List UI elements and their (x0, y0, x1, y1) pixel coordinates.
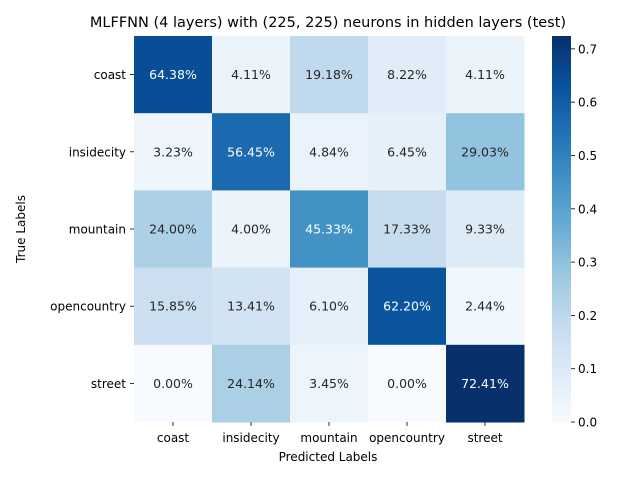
y-axis-label: True Labels (14, 195, 28, 264)
cell-value-label: 62.20% (383, 299, 431, 314)
cell-value-label: 24.00% (149, 222, 197, 237)
cell-value-label: 29.03% (461, 144, 509, 159)
heatmap-cell (446, 344, 525, 423)
heatmap-cell (212, 267, 291, 346)
heatmap-cell (446, 113, 525, 191)
x-tick-label: insidecity (222, 431, 279, 445)
colorbar-tick-label: 0.1 (578, 362, 597, 376)
cell-value-label: 4.84% (309, 144, 349, 159)
heatmap-cell (212, 190, 291, 269)
heatmap-cell (368, 344, 447, 423)
cell-value-label: 64.38% (149, 67, 197, 82)
colorbar (552, 36, 571, 422)
chart-title: MLFFNN (4 layers) with (225, 225) neuron… (90, 15, 566, 31)
cell-value-label: 3.23% (153, 144, 193, 159)
heatmap-cell (134, 267, 213, 346)
x-tick-label: street (467, 431, 502, 445)
x-axis-label: Predicted Labels (279, 450, 378, 464)
heatmap-cell (446, 190, 525, 269)
cell-value-label: 72.41% (461, 376, 509, 391)
cell-value-label: 0.00% (153, 376, 193, 391)
heatmap-cell (212, 344, 291, 423)
cell-value-label: 24.14% (227, 376, 275, 391)
cell-value-label: 4.11% (231, 67, 271, 82)
cell-value-label: 4.00% (231, 222, 271, 237)
heatmap-cell (368, 36, 447, 114)
cell-value-label: 19.18% (305, 67, 353, 82)
colorbar-tick-label: 0.4 (578, 202, 597, 216)
colorbar-tick-label: 0.5 (578, 149, 597, 163)
cell-value-label: 9.33% (465, 222, 505, 237)
heatmap-cell (134, 344, 213, 423)
y-tick-label: street (91, 377, 126, 391)
heatmap-cell (368, 113, 447, 191)
heatmap-cells: 64.38% 4.11% 19.18% 8.22% 4.11% 3.23% 56.45% 4.… (134, 36, 525, 423)
x-tick-label: opencountry (369, 431, 445, 445)
heatmap-cell (290, 36, 369, 114)
y-tick-label: opencountry (50, 300, 126, 314)
cell-value-label: 45.33% (305, 222, 353, 237)
colorbar-tick-label: 0.2 (578, 309, 597, 323)
heatmap-cell (134, 113, 213, 191)
cell-value-label: 6.45% (387, 144, 427, 159)
colorbar-tick-label: 0.3 (578, 256, 597, 270)
heatmap-cell (212, 36, 291, 114)
colorbar-tick-label: 0.0 (578, 416, 597, 430)
y-tick-label: coast (94, 68, 127, 82)
heatmap-cell (446, 36, 525, 114)
heatmap-cell (368, 190, 447, 269)
colorbar-tick-label: 0.7 (578, 42, 597, 56)
cell-value-label: 2.44% (465, 299, 505, 314)
y-axis-ticks: coast insidecity mountain opencountry street (50, 68, 134, 391)
cell-value-label: 8.22% (387, 67, 427, 82)
cell-value-label: 13.41% (227, 299, 275, 314)
heatmap-cell (290, 267, 369, 346)
x-tick-label: coast (157, 431, 190, 445)
colorbar-ticks: 0.0 0.1 0.2 0.3 0.4 0.5 0.6 0.7 (571, 42, 597, 430)
cell-value-label: 56.45% (227, 144, 275, 159)
cell-value-label: 6.10% (309, 299, 349, 314)
cell-value-label: 17.33% (383, 222, 431, 237)
x-axis-ticks: coast insidecity mountain opencountry street (157, 422, 503, 445)
cell-value-label: 15.85% (149, 299, 197, 314)
cell-value-label: 4.11% (465, 67, 505, 82)
heatmap-cell (134, 190, 213, 269)
colorbar-tick-label: 0.6 (578, 96, 597, 110)
cell-value-label: 0.00% (387, 376, 427, 391)
heatmap-cell (290, 113, 369, 191)
heatmap-cell (290, 190, 369, 269)
heatmap-cell (134, 36, 213, 114)
x-tick-label: mountain (300, 431, 357, 445)
y-tick-label: insidecity (69, 145, 126, 159)
heatmap-cell (368, 267, 447, 346)
cell-value-label: 3.45% (309, 376, 349, 391)
heatmap-cell (446, 267, 525, 346)
heatmap-cell (212, 113, 291, 191)
y-tick-label: mountain (69, 223, 126, 237)
heatmap-cell (290, 344, 369, 423)
